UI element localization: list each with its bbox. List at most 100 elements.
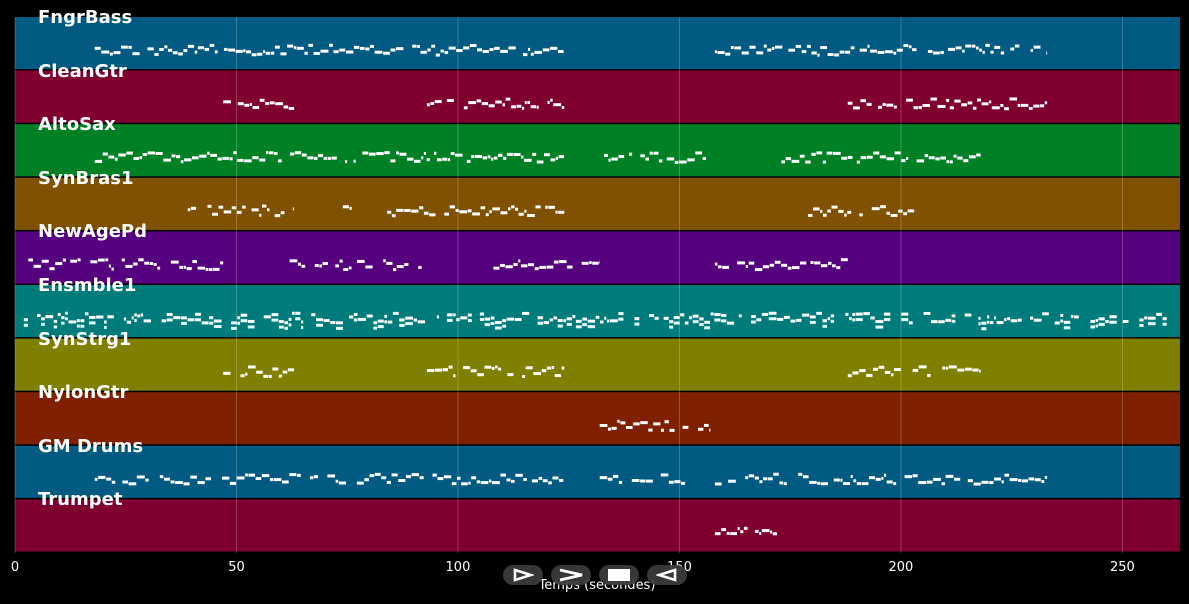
note [183, 49, 188, 53]
note [883, 318, 891, 322]
note [282, 370, 288, 374]
note [369, 474, 375, 478]
note [134, 313, 137, 317]
note [845, 312, 849, 316]
note [463, 366, 471, 370]
note [792, 266, 800, 270]
note [883, 473, 887, 477]
note [640, 479, 646, 483]
note [477, 48, 483, 52]
note [800, 261, 807, 265]
note [70, 259, 77, 263]
note [522, 53, 528, 57]
note [259, 158, 266, 162]
play-icon [513, 568, 534, 582]
stop-button[interactable] [599, 565, 639, 585]
note [878, 365, 885, 369]
note [926, 480, 933, 484]
note [912, 368, 919, 372]
note [197, 46, 205, 50]
note [822, 160, 827, 164]
note [181, 321, 187, 325]
note [542, 48, 550, 52]
note [41, 322, 45, 326]
note [788, 48, 796, 52]
note [453, 313, 456, 317]
note [94, 159, 103, 163]
note [23, 318, 28, 322]
note [648, 428, 653, 432]
x-tick-label: 0 [10, 560, 20, 575]
note [94, 46, 101, 50]
note [390, 48, 396, 52]
note [575, 325, 582, 329]
note [1122, 320, 1129, 324]
note [1098, 322, 1105, 326]
note [875, 325, 884, 329]
note [971, 44, 976, 48]
note [274, 214, 281, 218]
note [981, 480, 989, 484]
note [155, 152, 163, 156]
play-button[interactable] [503, 565, 543, 585]
note [41, 317, 45, 321]
note [668, 480, 674, 484]
forward-button[interactable] [551, 565, 591, 585]
note [249, 102, 252, 106]
note [353, 312, 358, 316]
note [102, 152, 108, 156]
note [297, 262, 301, 266]
note [852, 371, 859, 375]
note [1014, 44, 1020, 48]
note [447, 158, 451, 162]
note [618, 154, 625, 158]
note [154, 52, 159, 56]
note [23, 323, 28, 327]
note [469, 44, 477, 48]
note [398, 479, 406, 483]
note [284, 321, 288, 325]
note [159, 48, 164, 52]
note [307, 156, 314, 160]
note [431, 44, 436, 48]
back-button[interactable] [647, 565, 687, 585]
note [967, 101, 973, 105]
note [104, 320, 107, 324]
note [822, 213, 827, 217]
note [484, 365, 492, 369]
note [839, 50, 845, 54]
note [695, 151, 703, 155]
note [187, 44, 195, 48]
note [207, 204, 212, 208]
note [468, 101, 476, 105]
note [1162, 322, 1167, 326]
note [840, 258, 848, 262]
note [163, 158, 171, 162]
note [373, 326, 378, 330]
note [575, 319, 582, 323]
note [468, 481, 471, 485]
note [139, 156, 143, 160]
note [463, 46, 470, 50]
note [166, 312, 173, 316]
note [175, 481, 183, 485]
note [153, 262, 157, 266]
track-lane-ensmble1 [15, 285, 1180, 338]
note [457, 476, 461, 480]
note [500, 49, 508, 53]
note [240, 313, 248, 317]
note [89, 315, 96, 319]
note [893, 51, 897, 55]
note [331, 156, 337, 160]
note [405, 316, 413, 320]
note [327, 474, 336, 478]
note [840, 478, 843, 482]
track-lane-gm-drums [15, 445, 1180, 498]
note [252, 106, 260, 110]
note [884, 370, 891, 374]
note [427, 48, 431, 52]
note [722, 265, 730, 269]
note [456, 318, 460, 322]
track-label: NewAgePd [38, 221, 148, 243]
